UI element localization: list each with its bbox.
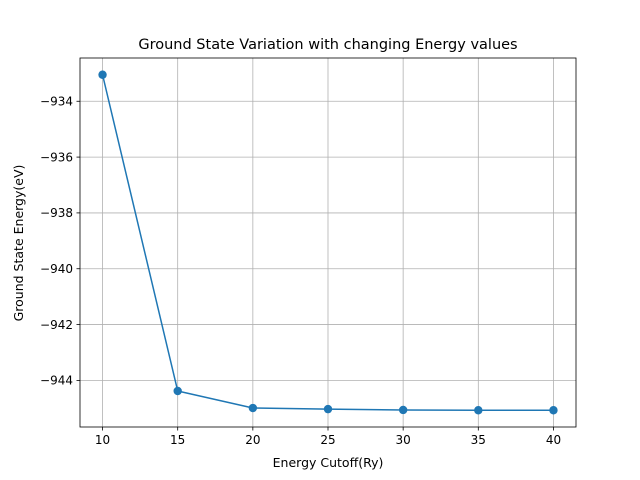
x-tick-label: 40 xyxy=(546,433,561,447)
x-tick-label: 15 xyxy=(170,433,185,447)
x-tick-label: 30 xyxy=(396,433,411,447)
data-point-marker xyxy=(323,404,333,414)
data-point-marker xyxy=(398,405,408,415)
axis-ticks: 10 15 20 25 30 35 40 −934 −936 −938 −940 −942 −944 xyxy=(40,94,561,447)
x-tick-label: 35 xyxy=(471,433,486,447)
data-point-marker xyxy=(98,70,107,79)
data-series xyxy=(98,70,558,415)
y-tick-label: −942 xyxy=(40,318,73,332)
data-point-marker xyxy=(248,403,258,413)
grid-lines xyxy=(80,58,576,427)
data-point-marker xyxy=(474,406,483,415)
x-axis-label: Energy Cutoff(Ry) xyxy=(273,455,384,470)
y-tick-label: −938 xyxy=(40,206,73,220)
y-tick-label: −934 xyxy=(40,94,73,108)
y-tick-label: −940 xyxy=(40,262,73,276)
data-point-marker xyxy=(173,386,182,396)
x-tick-label: 20 xyxy=(245,433,260,447)
data-point-marker xyxy=(549,406,558,415)
x-tick-label: 10 xyxy=(95,433,110,447)
y-tick-label: −936 xyxy=(40,150,73,164)
y-tick-label: −944 xyxy=(40,374,73,388)
y-axis-label: Ground State Energy(eV) xyxy=(11,165,26,322)
x-tick-label: 25 xyxy=(320,433,335,447)
chart-title: Ground State Variation with changing Ene… xyxy=(138,37,517,53)
